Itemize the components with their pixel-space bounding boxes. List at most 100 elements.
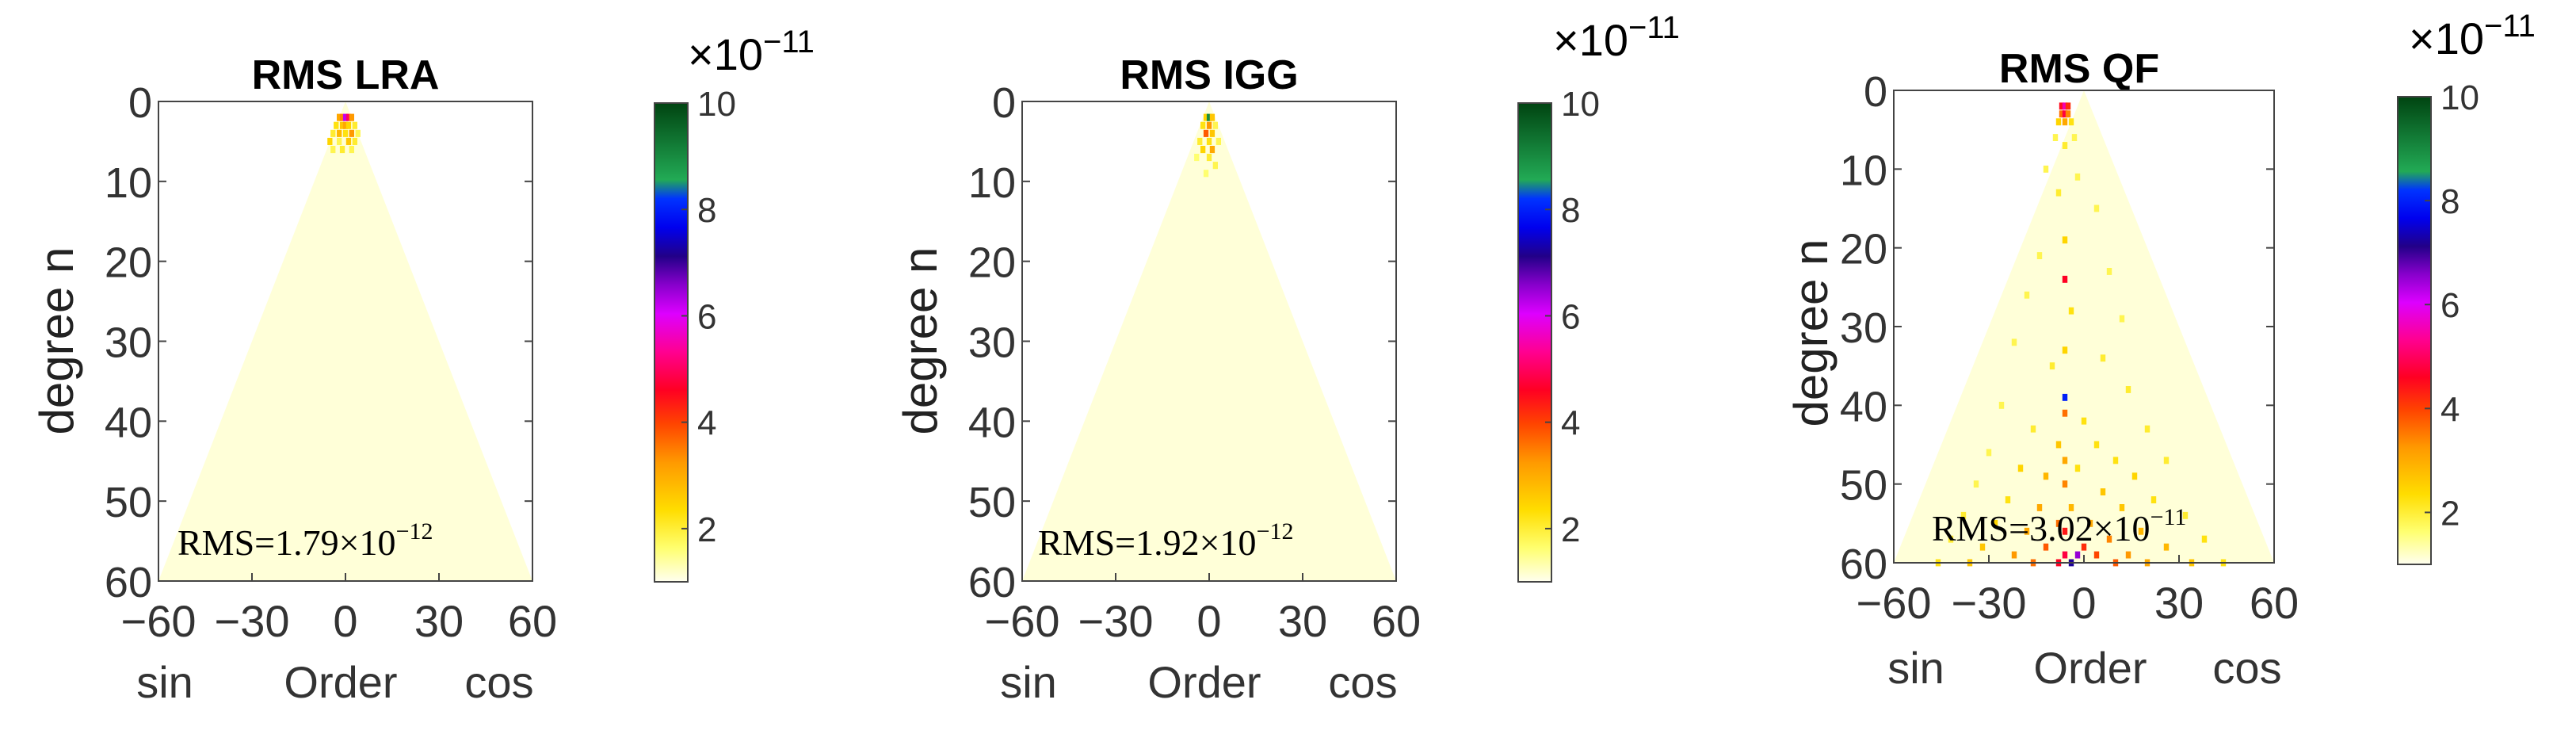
panel-title: RMS LRA bbox=[252, 52, 440, 98]
x-tick-label: −30 bbox=[215, 596, 290, 646]
heatmap-cell bbox=[339, 113, 345, 121]
colorbar-tick-label: 6 bbox=[1561, 297, 1580, 336]
heatmap-cell bbox=[2068, 504, 2074, 511]
heatmap-cell bbox=[1209, 129, 1215, 137]
heatmap-cell bbox=[334, 121, 339, 129]
colorbar-tick-label: 2 bbox=[697, 510, 716, 549]
heatmap-cell bbox=[2106, 268, 2112, 275]
heatmap-cell bbox=[1200, 121, 1206, 129]
heatmap-cell bbox=[2062, 142, 2068, 149]
heatmap-cell bbox=[349, 129, 354, 137]
colorbar: 2 4 6 8 10 ×10−11 bbox=[654, 25, 815, 583]
heatmap-cell bbox=[2062, 480, 2068, 488]
colorbar: 2 4 6 8 10 ×10−11 bbox=[2397, 9, 2536, 565]
heatmap-cell bbox=[2011, 551, 2017, 559]
heatmap-cell bbox=[1206, 113, 1212, 121]
heatmap-cell bbox=[2081, 543, 2087, 551]
x-tick-label: 30 bbox=[1278, 596, 1327, 646]
heatmap-cell bbox=[2093, 441, 2100, 449]
colorbar-multiplier: ×10−11 bbox=[688, 25, 815, 79]
y-tick-label: 20 bbox=[105, 239, 152, 287]
heatmap-cell bbox=[2011, 338, 2017, 346]
heatmap-cell bbox=[2074, 464, 2081, 472]
heatmap-cell bbox=[2112, 457, 2119, 464]
colorbar-multiplier: ×10−11 bbox=[2409, 9, 2536, 63]
y-tick-label: 10 bbox=[105, 159, 152, 207]
y-tick-label: 30 bbox=[1840, 304, 1887, 352]
y-tick-label: 0 bbox=[1864, 68, 1887, 116]
heatmap-background bbox=[1894, 90, 2274, 563]
heatmap-cell bbox=[1212, 121, 1218, 129]
colorbar-tick-label: 4 bbox=[2441, 390, 2460, 429]
colorbar-tick-label: 4 bbox=[697, 404, 716, 443]
heatmap-cell bbox=[2055, 189, 2062, 197]
heatmap-cell bbox=[1212, 162, 1218, 170]
heatmap-cell bbox=[1203, 170, 1209, 178]
x-tick-label: −30 bbox=[1952, 578, 2027, 628]
heatmap-cells bbox=[327, 113, 361, 154]
heatmap-cell bbox=[337, 113, 342, 121]
panel-title: RMS QF bbox=[1999, 46, 2159, 92]
y-tick-label: 50 bbox=[1840, 462, 1887, 510]
heatmap-cell bbox=[1203, 129, 1209, 137]
heatmap-cell bbox=[1194, 154, 1200, 162]
heatmap-cells bbox=[1194, 113, 1221, 178]
x-axis-label: Order bbox=[2033, 643, 2147, 693]
colorbar-tick-label: 6 bbox=[2441, 286, 2460, 325]
heatmap-cell bbox=[2062, 457, 2068, 464]
heatmap-cell bbox=[2043, 165, 2049, 173]
colorbar-gradient bbox=[654, 102, 689, 583]
heatmap-cell bbox=[337, 129, 342, 137]
heatmap-cell bbox=[2144, 425, 2150, 433]
heatmap-cell bbox=[1206, 137, 1212, 145]
heatmap-cell bbox=[2055, 118, 2062, 126]
heatmap-cell bbox=[327, 137, 333, 145]
y-axis-label: degree n bbox=[1784, 239, 1838, 427]
colorbar-tick-label: 8 bbox=[2441, 182, 2460, 221]
x-left-label: sin bbox=[1000, 657, 1057, 707]
heatmap-cell bbox=[2059, 110, 2065, 118]
x-tick-label: 60 bbox=[1372, 596, 1421, 646]
heatmap-cell bbox=[2071, 134, 2078, 141]
y-tick-label: 50 bbox=[968, 479, 1016, 526]
heatmap-cell bbox=[2201, 535, 2208, 543]
colorbar-tick-label: 10 bbox=[2441, 78, 2479, 117]
panel-title: RMS IGG bbox=[1120, 52, 1298, 98]
heatmap-cell bbox=[1992, 519, 1998, 527]
y-tick-label: 60 bbox=[968, 559, 1016, 606]
heatmap-cell bbox=[2024, 527, 2030, 535]
heatmap-cell bbox=[352, 137, 357, 145]
heatmap-cell bbox=[2005, 496, 2011, 503]
heatmap-cell bbox=[2062, 110, 2068, 118]
heatmap-cell bbox=[1948, 535, 1954, 543]
heatmap-cell bbox=[345, 113, 352, 121]
heatmap-cell bbox=[2150, 496, 2157, 503]
heatmap-cell bbox=[2055, 519, 2062, 527]
colorbar-gradient bbox=[1517, 102, 1552, 583]
heatmap-cell bbox=[2087, 519, 2093, 527]
heatmap-plot: −60 −30 0 30 60 0 10 20 30 40 50 60 bbox=[105, 79, 557, 646]
y-tick-label: 60 bbox=[1840, 541, 1887, 588]
x-tick-label: 60 bbox=[508, 596, 557, 646]
heatmap-cell bbox=[2065, 110, 2071, 118]
heatmap-cell bbox=[2100, 488, 2106, 495]
axis-ticks: −60 −30 0 30 60 0 10 20 30 40 50 60 bbox=[105, 79, 557, 646]
colorbar-ticks: 2 4 6 8 10 bbox=[1545, 85, 1600, 549]
heatmap-plot: −60 −30 0 30 60 0 10 20 30 40 50 60 bbox=[968, 79, 1421, 646]
x-tick-label: −60 bbox=[121, 596, 197, 646]
heatmap-cell bbox=[2055, 441, 2062, 449]
colorbar-tick-label: 8 bbox=[697, 191, 716, 230]
heatmap-cell bbox=[2106, 535, 2112, 543]
x-axis-label: Order bbox=[284, 657, 397, 707]
heatmap-background bbox=[1022, 101, 1396, 581]
heatmap-cell bbox=[2065, 102, 2071, 110]
colorbar-tick-label: 10 bbox=[1561, 85, 1600, 124]
heatmap-cell bbox=[2059, 102, 2065, 110]
heatmap-cell bbox=[2100, 354, 2106, 362]
rms-annotation: RMS=1.79×10−12 bbox=[177, 518, 433, 563]
heatmap-cell bbox=[1979, 543, 1986, 551]
y-tick-label: 10 bbox=[1840, 147, 1887, 194]
x-tick-label: 0 bbox=[1196, 596, 1221, 646]
y-tick-label: 0 bbox=[992, 79, 1016, 127]
